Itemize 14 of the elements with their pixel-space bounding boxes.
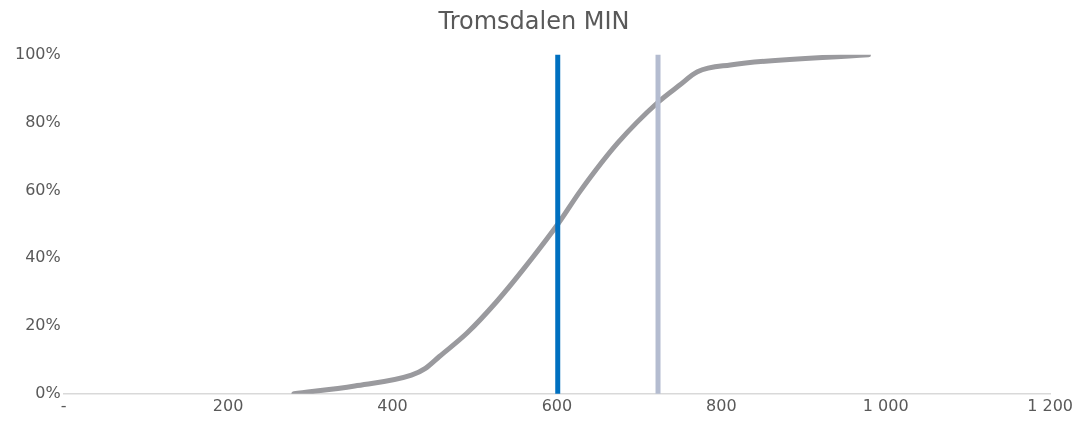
y-tick-label: 20% [25, 315, 61, 335]
x-tick-label: 800 [706, 395, 737, 415]
y-tick-label: 100% [14, 43, 61, 63]
x-tick-label: 400 [377, 395, 408, 415]
x-tick-label: 200 [212, 395, 244, 415]
y-tick-label: 0% [35, 382, 61, 402]
y-tick-label: 40% [25, 247, 61, 267]
x-tick-label: 1 200 [1027, 395, 1073, 415]
chart-title: Tromsdalen MIN [437, 6, 630, 35]
y-tick-label: 80% [25, 111, 61, 131]
x-tick-label: 600 [541, 395, 573, 415]
x-tick-label: 1 000 [862, 395, 909, 415]
x-tick-label: - [60, 395, 67, 415]
y-tick-label: 60% [25, 179, 61, 199]
